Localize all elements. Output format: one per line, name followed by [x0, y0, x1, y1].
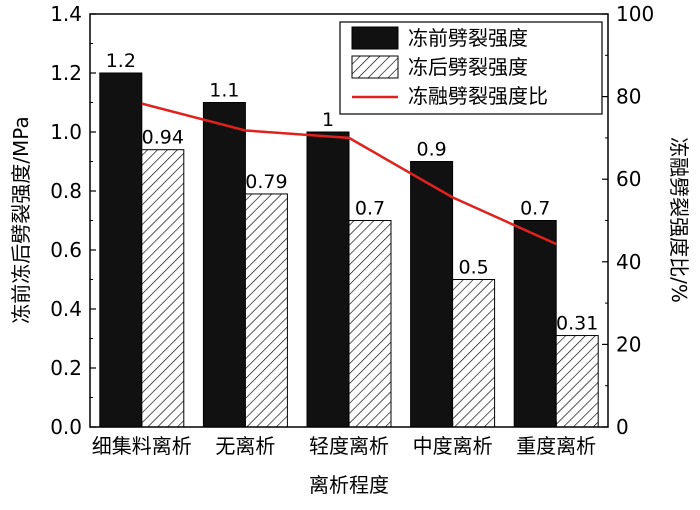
legend-label-pre-freeze: 冻前劈裂强度 [408, 26, 528, 50]
y-tick-label-6: 1.2 [50, 61, 82, 85]
bar-pre-freeze-4 [513, 220, 557, 428]
bar-pre-freeze-3 [410, 161, 454, 428]
right-axis: 0 20 40 60 80 100 [602, 2, 654, 439]
x-tick-label-0: 细集料离析 [92, 434, 192, 458]
data-label-post-freeze-1: 0.79 [245, 171, 287, 193]
legend-swatch-pre-freeze [351, 26, 399, 50]
x-tick-label-4: 重度离析 [516, 434, 596, 458]
x-axis-title: 离析程度 [309, 473, 389, 497]
legend-swatch-post-freeze [351, 55, 399, 79]
y-tick-label-7: 1.4 [50, 2, 82, 26]
x-tick-label-2: 轻度离析 [309, 434, 389, 458]
data-label-pre-freeze-0: 1.2 [106, 50, 136, 72]
line-layer [141, 102, 557, 246]
y2-axis-title: 冻融劈裂强度比/% [667, 137, 691, 303]
left-axis: 0.0 0.2 0.4 0.6 0.8 1.0 1.2 1.4 [50, 2, 96, 439]
data-label-post-freeze-3: 0.5 [458, 257, 488, 279]
ratio-line [141, 102, 557, 246]
bar-pre-freeze-2 [306, 131, 350, 428]
bar-post-freeze-1 [244, 193, 288, 428]
y-tick-label-1: 0.2 [50, 356, 82, 380]
bar-pre-freeze-0 [99, 72, 143, 428]
data-label-pre-freeze-4: 0.7 [520, 198, 550, 220]
y2-tick-label-1: 20 [616, 332, 641, 356]
data-label-post-freeze-0: 0.94 [142, 127, 184, 149]
bars-layer [99, 72, 599, 428]
legend-label-ratio: 冻融劈裂强度比 [408, 84, 548, 108]
y2-tick-label-5: 100 [616, 2, 654, 26]
y2-tick-label-3: 60 [616, 167, 641, 191]
x-tick-label-3: 中度离析 [413, 434, 493, 458]
bar-post-freeze-3 [452, 279, 496, 428]
y-axis-title: 冻前冻后劈裂强度/MPa [9, 116, 33, 323]
labels-layer: 1.2 0.94 1.1 0.79 1 0.7 0.9 0.5 0.7 0.31 [106, 50, 599, 335]
data-label-pre-freeze-2: 1 [322, 109, 334, 131]
bar-post-freeze-4 [555, 335, 599, 428]
y-tick-label-3: 0.6 [50, 238, 82, 262]
x-axis: 细集料离析 无离析 轻度离析 中度离析 重度离析 [92, 421, 596, 458]
y2-tick-label-0: 0 [616, 415, 629, 439]
data-label-pre-freeze-1: 1.1 [209, 80, 239, 102]
x-tick-label-1: 无离析 [215, 434, 275, 458]
y-tick-label-2: 0.4 [50, 297, 82, 321]
legend: 冻前劈裂强度 冻后劈裂强度 冻融劈裂强度比 [339, 21, 603, 115]
bar-pre-freeze-1 [202, 102, 246, 428]
y2-tick-label-4: 80 [616, 85, 641, 109]
y-tick-label-0: 0.0 [50, 415, 82, 439]
bar-post-freeze-2 [348, 220, 392, 428]
data-label-post-freeze-4: 0.31 [556, 313, 598, 335]
data-label-post-freeze-2: 0.7 [355, 198, 385, 220]
y-tick-label-4: 0.8 [50, 179, 82, 203]
bar-post-freeze-0 [141, 149, 185, 428]
data-label-pre-freeze-3: 0.9 [416, 139, 446, 161]
y-tick-label-5: 1.0 [50, 120, 82, 144]
y2-tick-label-2: 40 [616, 250, 641, 274]
legend-label-post-freeze: 冻后劈裂强度 [408, 55, 528, 79]
